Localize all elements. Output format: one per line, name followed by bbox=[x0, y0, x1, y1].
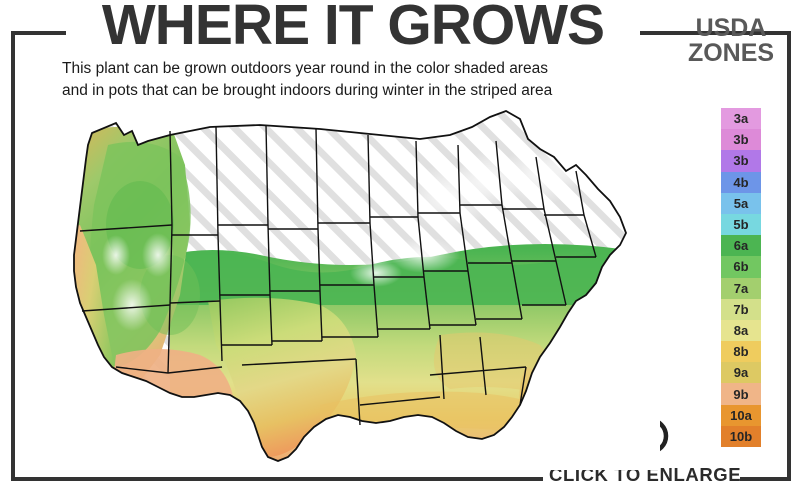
zone-swatch-5b-5: 5b bbox=[721, 213, 761, 236]
zone-swatch-6a-6: 6a bbox=[721, 235, 761, 257]
zone-swatch-10a-14: 10a bbox=[721, 404, 761, 426]
hardiness-zone-map[interactable] bbox=[20, 105, 660, 470]
zone-swatch-4b-3: 4b bbox=[721, 171, 761, 193]
legend-title-line-1: USDA bbox=[695, 14, 767, 42]
zone-swatch-10b-15: 10b bbox=[721, 425, 761, 447]
legend-title: USDA ZONES bbox=[676, 16, 786, 66]
frame-top-left bbox=[11, 31, 66, 35]
frame-top-right bbox=[640, 31, 791, 35]
page-title: WHERE IT GROWS bbox=[101, 0, 605, 57]
zone-swatch-7b-9: 7b bbox=[721, 298, 761, 320]
zone-swatch-label: 8b bbox=[733, 344, 749, 360]
zone-swatch-label: 6b bbox=[733, 259, 749, 275]
zone-swatch-3b-1: 3b bbox=[721, 129, 761, 151]
frame-bottom-right bbox=[740, 477, 791, 481]
subtitle-line-1: This plant can be grown outdoors year ro… bbox=[62, 60, 548, 77]
zone-swatch-label: 8a bbox=[733, 322, 749, 338]
zone-swatch-label: 10a bbox=[730, 407, 752, 423]
zone-swatch-label: 5b bbox=[733, 217, 749, 233]
frame-bottom-left bbox=[11, 477, 543, 481]
map-svg bbox=[20, 105, 660, 470]
usda-zone-legend: 3a 3b 3b 4b 5a 5b 6a 6b 7a 7b 8a 8b 9a 9b 10a 10b bbox=[721, 108, 761, 447]
zone-swatch-label: 3b bbox=[733, 132, 749, 148]
zone-swatch-label: 7b bbox=[733, 301, 749, 317]
zone-swatch-label: 9a bbox=[733, 365, 749, 381]
zone-swatch-7a-8: 7a bbox=[721, 277, 761, 299]
zone-swatch-label: 10b bbox=[729, 428, 753, 444]
subtitle-text: This plant can be grown outdoors year ro… bbox=[62, 58, 622, 102]
zone-swatch-label: 5a bbox=[733, 195, 749, 211]
zone-swatch-9b-13: 9b bbox=[721, 383, 761, 405]
zone-swatch-label: 7a bbox=[733, 280, 749, 296]
zone-swatch-label: 4b bbox=[733, 174, 749, 190]
zone-swatch-8b-11: 8b bbox=[721, 341, 761, 363]
zone-swatch-6b-7: 6b bbox=[721, 256, 761, 278]
zone-swatch-5a-4: 5a bbox=[721, 192, 761, 214]
zone-swatch-9a-12: 9a bbox=[721, 362, 761, 384]
zone-swatch-8a-10: 8a bbox=[721, 319, 761, 342]
zone-swatch-label: 6a bbox=[733, 238, 749, 254]
frame-right-edge bbox=[787, 31, 791, 481]
zone-swatch-3b-2: 3b bbox=[721, 150, 761, 172]
zone-swatch-3a-0: 3a bbox=[721, 108, 761, 130]
legend-title-line-2: ZONES bbox=[687, 39, 775, 67]
state-boundaries bbox=[73, 110, 627, 462]
zone-swatch-label: 3b bbox=[733, 153, 749, 169]
zone-swatch-label: 9b bbox=[733, 386, 749, 402]
frame-left-edge bbox=[11, 31, 15, 481]
subtitle-line-2: and in pots that can be brought indoors … bbox=[62, 82, 553, 99]
zone-swatch-label: 3a bbox=[733, 111, 749, 127]
